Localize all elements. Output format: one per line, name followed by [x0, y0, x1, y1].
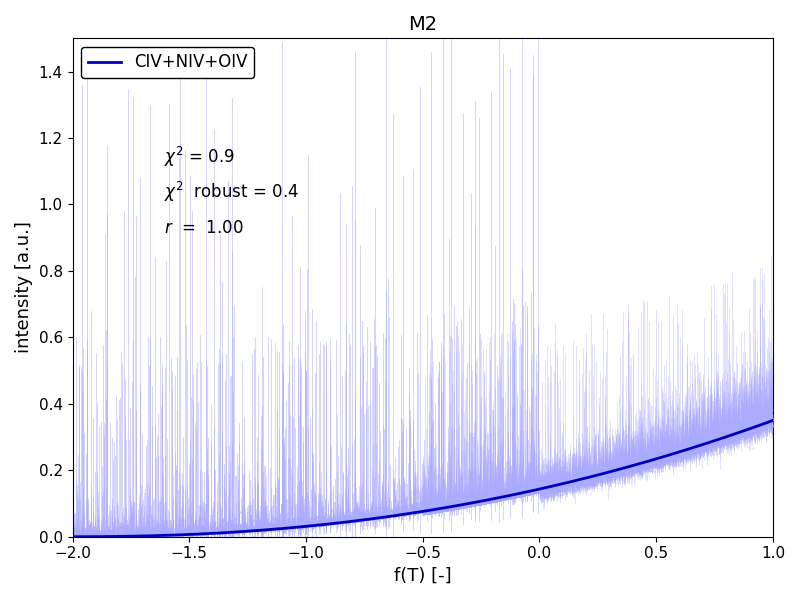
Text: $\chi^2$  robust = 0.4: $\chi^2$ robust = 0.4: [163, 180, 298, 204]
Text: $\chi^2$ = 0.9: $\chi^2$ = 0.9: [163, 145, 234, 169]
Text: $r$  =  1.00: $r$ = 1.00: [163, 219, 243, 237]
Legend: CIV+NIV+OIV: CIV+NIV+OIV: [81, 47, 254, 78]
X-axis label: f(T) [-]: f(T) [-]: [394, 567, 451, 585]
Y-axis label: intensity [a.u.]: intensity [a.u.]: [15, 221, 33, 353]
Title: M2: M2: [408, 15, 438, 34]
